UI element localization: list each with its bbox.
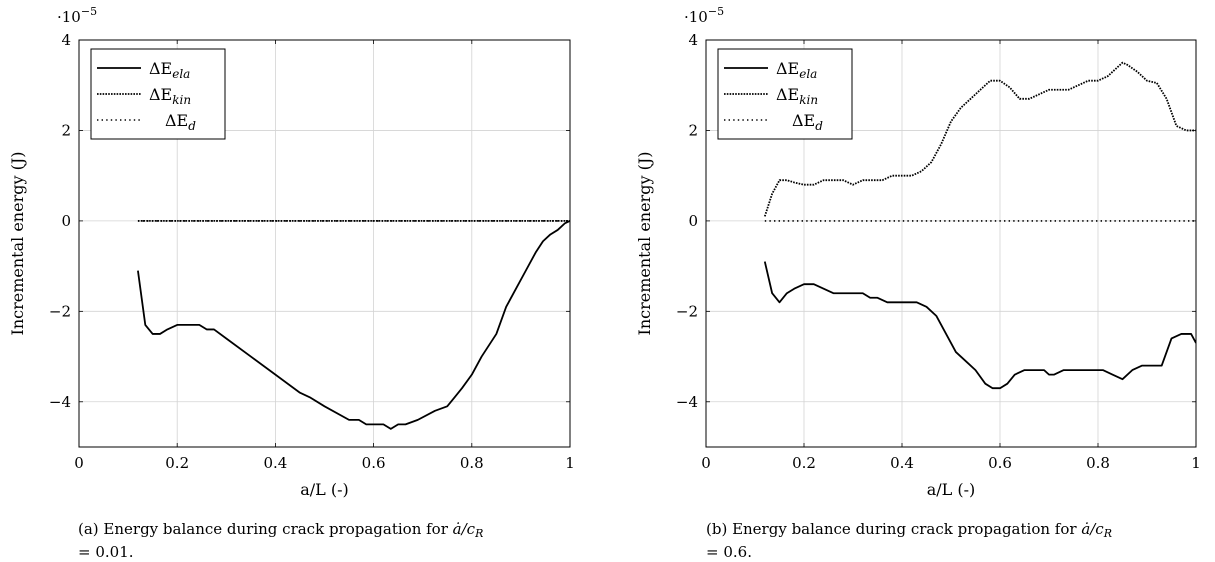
plot-frame bbox=[705, 39, 1197, 448]
legend-label-kin: ΔEkin bbox=[149, 85, 191, 107]
y-tick-label: 4 bbox=[61, 31, 71, 49]
legend-symbol: ΔE bbox=[165, 111, 188, 130]
x-tick-label: 0.4 bbox=[890, 454, 914, 472]
caption-a-prefix: (a) Energy balance during crack propagat… bbox=[78, 520, 453, 538]
x-tick-label: 0.6 bbox=[362, 454, 386, 472]
series-line-kin bbox=[763, 61, 1196, 217]
caption-b-prefix: (b) Energy balance during crack propagat… bbox=[706, 520, 1082, 538]
legend-symbol: ΔE bbox=[776, 59, 799, 78]
caption-b-sub: R bbox=[1103, 527, 1113, 540]
caption-a: (a) Energy balance during crack propagat… bbox=[78, 520, 598, 562]
x-tick-label: 0.2 bbox=[165, 454, 189, 472]
legend-subscript: ela bbox=[172, 67, 190, 81]
y-exponent-label: ·10−5 bbox=[57, 5, 97, 26]
legend-subscript: d bbox=[815, 119, 823, 133]
x-tick-label: 0 bbox=[74, 454, 84, 472]
y-tick-label: 2 bbox=[61, 121, 71, 139]
y-exponent-base: ·10 bbox=[684, 8, 708, 26]
y-exponent-base: ·10 bbox=[57, 8, 81, 26]
y-axis-label: Incremental energy (J) bbox=[635, 152, 654, 336]
series-line-ela bbox=[137, 220, 570, 430]
y-tick-label: −4 bbox=[49, 393, 71, 411]
caption-b-ratio: ȧ/c bbox=[1081, 520, 1104, 538]
plot-frame bbox=[78, 39, 571, 448]
caption-a-sub: R bbox=[475, 527, 484, 540]
x-tick-label: 0.6 bbox=[988, 454, 1012, 472]
x-axis-label: a/L (-) bbox=[300, 480, 349, 499]
legend-label-ela: ΔEela bbox=[776, 59, 817, 81]
x-tick-label: 1 bbox=[565, 454, 575, 472]
y-tick-label: −2 bbox=[676, 302, 698, 320]
y-exponent-label: ·10−5 bbox=[684, 5, 724, 26]
legend-box bbox=[717, 48, 853, 140]
caption-a-line2: = 0.01. bbox=[78, 543, 134, 561]
y-tick-label: 0 bbox=[61, 212, 71, 230]
legend-subscript: kin bbox=[172, 93, 191, 107]
y-tick-label: 4 bbox=[688, 31, 698, 49]
legend-subscript: kin bbox=[799, 93, 818, 107]
y-tick-label: −2 bbox=[49, 302, 71, 320]
x-tick-label: 0.2 bbox=[792, 454, 816, 472]
legend-label-d: ΔEd bbox=[792, 111, 823, 133]
x-axis-label: a/L (-) bbox=[927, 480, 976, 499]
legend-subscript: ela bbox=[799, 67, 817, 81]
x-tick-label: 0.8 bbox=[1086, 454, 1110, 472]
x-tick-label: 0.8 bbox=[460, 454, 484, 472]
legend-box bbox=[90, 48, 226, 140]
legend-subscript: d bbox=[188, 119, 196, 133]
series-line-ela bbox=[763, 261, 1196, 390]
chart-b: 0 0.2 0.4 0.6 0.8 1 −4 −2 0 2 4 ·10−5 a/L (-) Increme… bbox=[635, 5, 1201, 499]
caption-b-line2: = 0.6. bbox=[706, 543, 752, 561]
y-tick-label: 2 bbox=[688, 121, 698, 139]
y-axis-label: Incremental energy (J) bbox=[8, 152, 27, 336]
legend-symbol: ΔE bbox=[776, 85, 799, 104]
legend-symbol: ΔE bbox=[149, 59, 172, 78]
legend-label-ela: ΔEela bbox=[149, 59, 190, 81]
x-tick-label: 0.4 bbox=[263, 454, 287, 472]
chart-a: 0 0.2 0.4 0.6 0.8 1 −4 −2 0 2 4 ·10−5 a/L (-) Increme… bbox=[8, 5, 575, 499]
caption-a-ratio: ȧ/c bbox=[452, 520, 476, 538]
x-tick-label: 1 bbox=[1191, 454, 1201, 472]
y-exponent-power: −5 bbox=[708, 5, 724, 18]
legend-label-d: ΔEd bbox=[165, 111, 196, 133]
caption-b: (b) Energy balance during crack propagat… bbox=[706, 520, 1211, 562]
y-tick-label: −4 bbox=[676, 393, 698, 411]
legend-label-kin: ΔEkin bbox=[776, 85, 818, 107]
x-tick-label: 0 bbox=[701, 454, 711, 472]
legend-symbol: ΔE bbox=[149, 85, 172, 104]
legend-symbol: ΔE bbox=[792, 111, 815, 130]
y-tick-label: 0 bbox=[688, 212, 698, 230]
y-exponent-power: −5 bbox=[81, 5, 97, 18]
